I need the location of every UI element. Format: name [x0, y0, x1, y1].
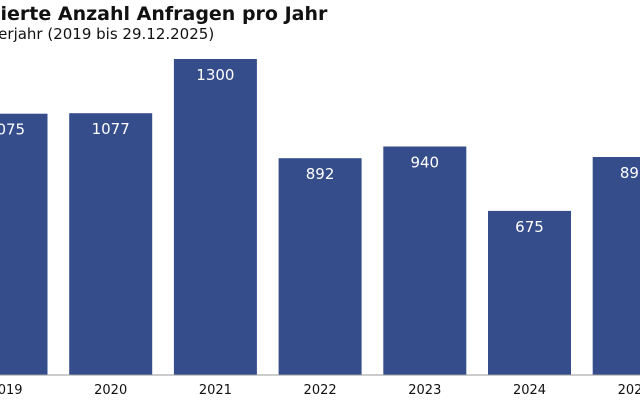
- bar-2025: [592, 157, 640, 375]
- bar-value-label-2019: 1075: [0, 121, 25, 139]
- x-tick-label-2025: 2025: [618, 383, 640, 398]
- x-tick-label-2024: 2024: [513, 383, 546, 398]
- bar-value-label-2025: 897: [620, 164, 640, 182]
- x-tick-label-2020: 2020: [94, 383, 127, 398]
- bar-value-label-2023: 940: [410, 154, 439, 172]
- x-tick-label-2021: 2021: [199, 383, 232, 398]
- x-tick-label-2022: 2022: [304, 383, 337, 398]
- bar-2023: [383, 146, 467, 375]
- bars-group: 1075 1077 1300 892 940 675 897: [0, 59, 640, 375]
- chart-subtitle: lerjahr (2019 bis 29.12.2025): [0, 25, 214, 43]
- x-tick-label-2023: 2023: [408, 383, 441, 398]
- bar-value-label-2022: 892: [306, 165, 335, 183]
- x-axis-ticks: 2019 2020 2021 2022 2023 2024 2025: [0, 383, 640, 398]
- x-tick-label-2019: 2019: [0, 383, 23, 398]
- bar-value-label-2024: 675: [515, 218, 544, 236]
- bar-2021: [173, 59, 257, 375]
- bar-2020: [69, 113, 153, 375]
- bar-value-label-2021: 1300: [196, 66, 234, 84]
- chart-title: lierte Anzahl Anfragen pro Jahr: [0, 3, 328, 25]
- bar-2022: [278, 158, 362, 375]
- bar-2019: [0, 113, 48, 375]
- bar-value-label-2020: 1077: [92, 120, 130, 138]
- bar-2024: [488, 210, 571, 375]
